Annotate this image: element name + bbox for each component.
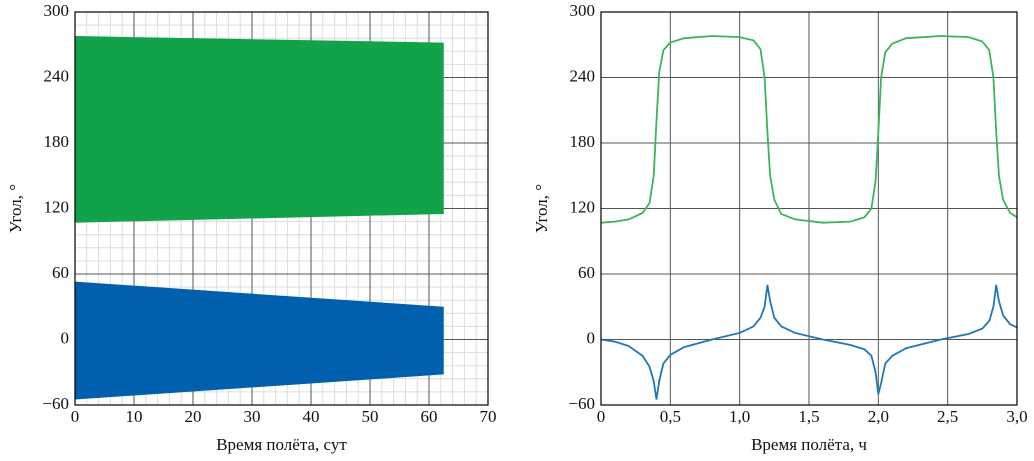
x-tick-label: 40 — [303, 407, 320, 426]
x-axis-label: Время полёта, ч — [751, 435, 867, 454]
y-tick-label: 60 — [578, 263, 595, 282]
y-axis-label: Угол, ° — [532, 184, 551, 233]
y-tick-label: 120 — [570, 197, 596, 216]
x-tick-label: 1,0 — [729, 407, 750, 426]
x-axis-label: Время полёта, сут — [216, 435, 347, 454]
y-tick-label: 300 — [44, 1, 70, 20]
x-tick-label: 3,0 — [1006, 407, 1027, 426]
y-tick-label: 60 — [52, 263, 69, 282]
y-tick-label: 180 — [44, 132, 70, 151]
x-tick-label: 20 — [185, 407, 202, 426]
band-area — [75, 36, 444, 223]
x-tick-label: 50 — [362, 407, 379, 426]
x-tick-label: 30 — [244, 407, 261, 426]
band-area — [75, 281, 444, 400]
line — [600, 284, 1018, 400]
plot-frame — [600, 11, 1018, 406]
y-tick-label: −60 — [42, 394, 69, 413]
x-tick-label: 10 — [126, 407, 143, 426]
x-tick-label: 0 — [597, 407, 606, 426]
y-tick-label: 180 — [570, 132, 596, 151]
y-tick-label: 240 — [570, 66, 596, 85]
y-tick-label: 0 — [61, 328, 70, 347]
x-tick-label: 0,5 — [660, 407, 681, 426]
y-tick-label: −60 — [568, 394, 595, 413]
y-tick-label: 240 — [44, 66, 70, 85]
x-tick-label: 70 — [480, 407, 497, 426]
x-tick-label: 2,5 — [937, 407, 958, 426]
x-tick-label: 2,0 — [868, 407, 889, 426]
line — [600, 35, 1018, 224]
y-tick-label: 120 — [44, 197, 70, 216]
y-tick-label: 300 — [570, 1, 596, 20]
x-tick-label: 0 — [71, 407, 80, 426]
y-axis-label: Угол, ° — [6, 184, 25, 233]
x-tick-label: 60 — [421, 407, 438, 426]
y-tick-label: 0 — [587, 328, 596, 347]
plot-frame — [74, 11, 489, 406]
x-tick-label: 1,5 — [798, 407, 819, 426]
